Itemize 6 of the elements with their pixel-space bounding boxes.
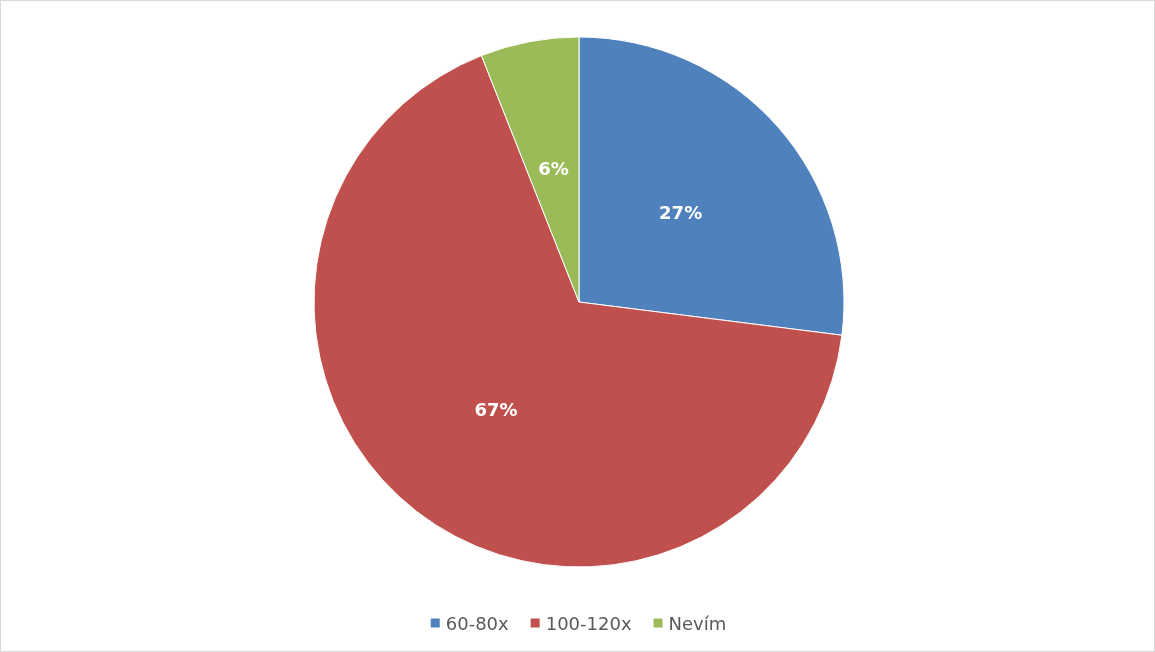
legend-label: 100-120x [545,612,632,634]
data-label: 67% [474,398,518,420]
data-label: 6% [538,158,569,180]
legend-label: 60-80x [445,612,510,634]
data-label: 27% [659,201,703,223]
legend-label: Nevím [668,612,727,634]
